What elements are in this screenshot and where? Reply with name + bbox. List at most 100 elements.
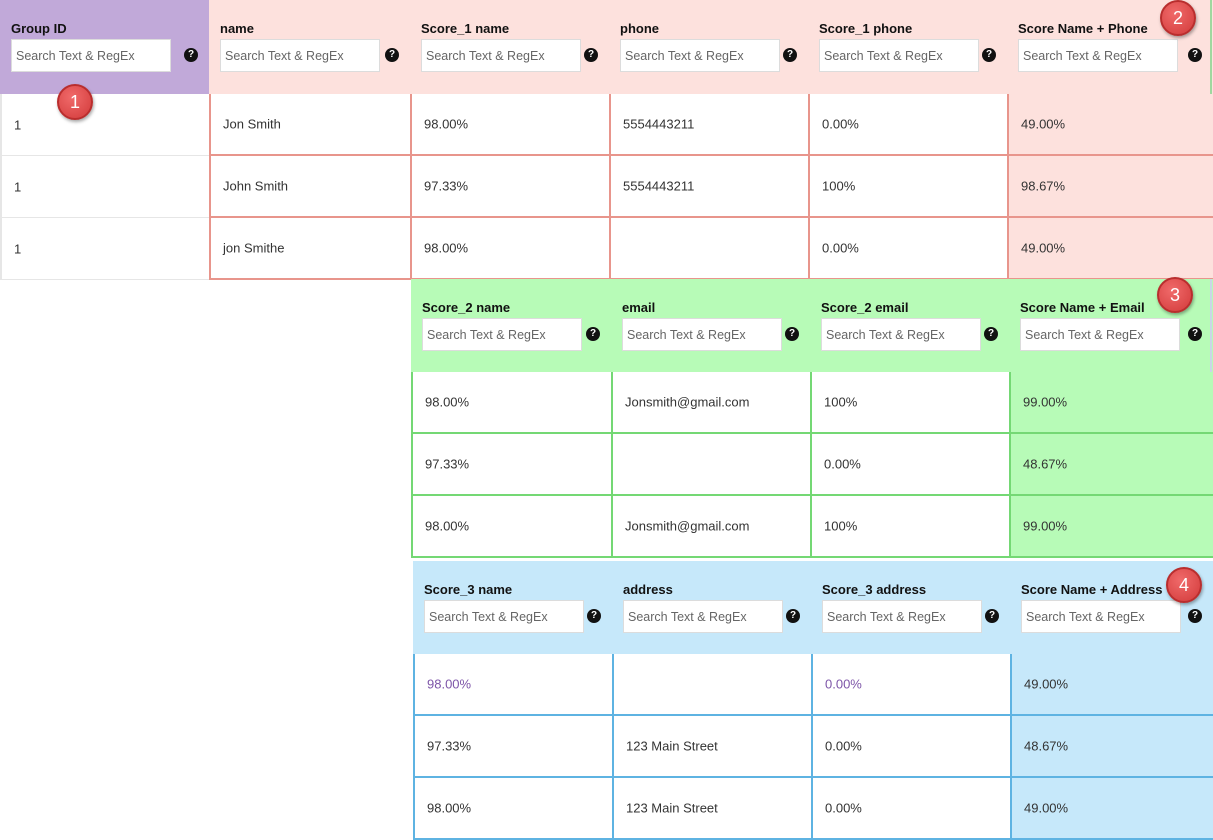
cell-value: 98.00%	[427, 800, 472, 816]
cell-value: 5554443211	[623, 116, 695, 132]
table-cell-score-3-name: 98.00%	[413, 654, 612, 716]
search-input-score-2-email[interactable]	[821, 318, 981, 351]
table-cell-score-2-name: 98.00%	[411, 496, 611, 558]
search-input-name[interactable]	[220, 39, 380, 72]
column-header-name: name?	[209, 0, 410, 94]
table-cell-score-3-name: 98.00%	[413, 778, 612, 840]
cell-value: 1	[14, 117, 22, 132]
cell-value: 0.00%	[822, 116, 859, 132]
help-icon[interactable]: ?	[785, 327, 799, 341]
table-cell-name: Jon Smith	[209, 94, 410, 156]
table-cell-score-2-email: 0.00%	[810, 434, 1009, 496]
column-header-email: email?	[611, 279, 810, 372]
cell-value: 99.00%	[1023, 394, 1068, 410]
column-header-label: Group ID	[11, 21, 67, 36]
help-icon[interactable]: ?	[1188, 48, 1202, 62]
cell-value: 49.00%	[1024, 676, 1069, 692]
help-icon[interactable]: ?	[586, 327, 600, 341]
cell-value: 98.00%	[425, 518, 470, 534]
help-icon[interactable]: ?	[584, 48, 598, 62]
table-cell-email: Jonsmith@gmail.com	[611, 496, 810, 558]
help-icon[interactable]: ?	[184, 48, 198, 62]
search-input-score-2-name[interactable]	[422, 318, 582, 351]
table-cell-phone: 5554443211	[609, 156, 808, 218]
table-cell-score-3-address: 0.00%	[811, 778, 1010, 840]
search-input-score-1-name[interactable]	[421, 39, 581, 72]
column-header-label: Score Name + Phone	[1018, 21, 1148, 36]
cell-value: 0.00%	[824, 456, 861, 472]
column-header-score-name-email: Score Name + Email?	[1009, 279, 1213, 372]
cell-value: 49.00%	[1021, 116, 1066, 132]
help-icon[interactable]: ?	[1188, 327, 1202, 341]
column-header-score-2-name: Score_2 name?	[411, 279, 611, 372]
table-cell-address: 123 Main Street	[612, 778, 811, 840]
cell-value: Jonsmith@gmail.com	[625, 394, 750, 410]
cell-value: Jonsmith@gmail.com	[625, 518, 750, 534]
cell-value: 48.67%	[1023, 456, 1068, 472]
table-cell-score-1-name: 98.00%	[410, 94, 609, 156]
help-icon[interactable]: ?	[1188, 609, 1202, 623]
table-cell-score-name-address: 49.00%	[1010, 654, 1213, 716]
header-edge-line	[1210, 279, 1212, 372]
search-input-score-1-phone[interactable]	[819, 39, 979, 72]
cell-value: 100%	[824, 518, 858, 534]
column-header-score-2-email: Score_2 email?	[810, 279, 1009, 372]
column-header-label: phone	[620, 21, 659, 36]
search-input-score-name-email[interactable]	[1020, 318, 1180, 351]
column-header-label: email	[622, 300, 656, 315]
column-header-label: Score_3 name	[424, 582, 513, 597]
search-input-score-3-name[interactable]	[424, 600, 584, 633]
column-header-label: name	[220, 21, 254, 36]
column-header-score-3-name: Score_3 name?	[413, 561, 612, 654]
help-icon[interactable]: ?	[385, 48, 399, 62]
cell-value: 98.00%	[424, 116, 469, 132]
table-cell-group-id: 1	[0, 218, 209, 280]
column-header-phone: phone?	[609, 0, 808, 94]
cell-value: 98.67%	[1021, 178, 1066, 194]
search-input-email[interactable]	[622, 318, 782, 351]
help-icon[interactable]: ?	[985, 609, 999, 623]
column-header-label: Score_1 name	[421, 21, 510, 36]
help-icon[interactable]: ?	[982, 48, 996, 62]
table-cell-score-2-name: 97.33%	[411, 434, 611, 496]
search-input-phone[interactable]	[620, 39, 780, 72]
table-cell-score-1-phone: 100%	[808, 156, 1007, 218]
table-cell-address: 123 Main Street	[612, 716, 811, 778]
annotation-badge-3: 3	[1157, 277, 1193, 313]
table-cell-score-name-phone: 98.67%	[1007, 156, 1213, 218]
cell-value: 98.00%	[427, 676, 472, 692]
search-input-address[interactable]	[623, 600, 783, 633]
cell-value: 97.33%	[427, 738, 472, 754]
table-cell-score-name-address: 49.00%	[1010, 778, 1213, 840]
cell-value: 5554443211	[623, 178, 695, 194]
search-input-group-id[interactable]	[11, 39, 171, 72]
cell-value: jon Smithe	[223, 240, 285, 256]
cell-value: 0.00%	[822, 240, 859, 256]
help-icon[interactable]: ?	[984, 327, 998, 341]
cell-value: 49.00%	[1024, 800, 1069, 816]
table-cell-score-2-name: 98.00%	[411, 372, 611, 434]
column-header-label: Score_3 address	[822, 582, 927, 597]
table-cell-score-name-email: 48.67%	[1009, 434, 1213, 496]
column-header-label: Score_2 name	[422, 300, 511, 315]
help-icon[interactable]: ?	[587, 609, 601, 623]
search-input-score-3-address[interactable]	[822, 600, 982, 633]
column-header-label: address	[623, 582, 673, 597]
table-cell-score-1-phone: 0.00%	[808, 218, 1007, 280]
help-icon[interactable]: ?	[786, 609, 800, 623]
cell-value: 48.67%	[1024, 738, 1069, 754]
column-header-label: Score Name + Address	[1021, 582, 1163, 597]
cell-value: 0.00%	[825, 676, 862, 692]
search-input-score-name-address[interactable]	[1021, 600, 1181, 633]
cell-value: 98.00%	[425, 394, 470, 410]
column-header-label: Score_2 email	[821, 300, 909, 315]
table-cell-score-1-name: 97.33%	[410, 156, 609, 218]
help-icon[interactable]: ?	[783, 48, 797, 62]
column-header-score-1-name: Score_1 name?	[410, 0, 609, 94]
annotation-badge-2: 2	[1160, 0, 1196, 36]
table-cell-score-name-email: 99.00%	[1009, 372, 1213, 434]
table-cell-score-1-name: 98.00%	[410, 218, 609, 280]
search-input-score-name-phone[interactable]	[1018, 39, 1178, 72]
column-header-score-1-phone: Score_1 phone?	[808, 0, 1007, 94]
header-edge-line	[1210, 0, 1212, 94]
